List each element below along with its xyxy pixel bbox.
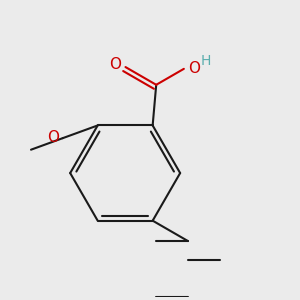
Text: O: O [188,61,200,76]
Text: O: O [110,57,122,72]
Text: H: H [201,54,211,68]
Text: O: O [47,130,59,145]
